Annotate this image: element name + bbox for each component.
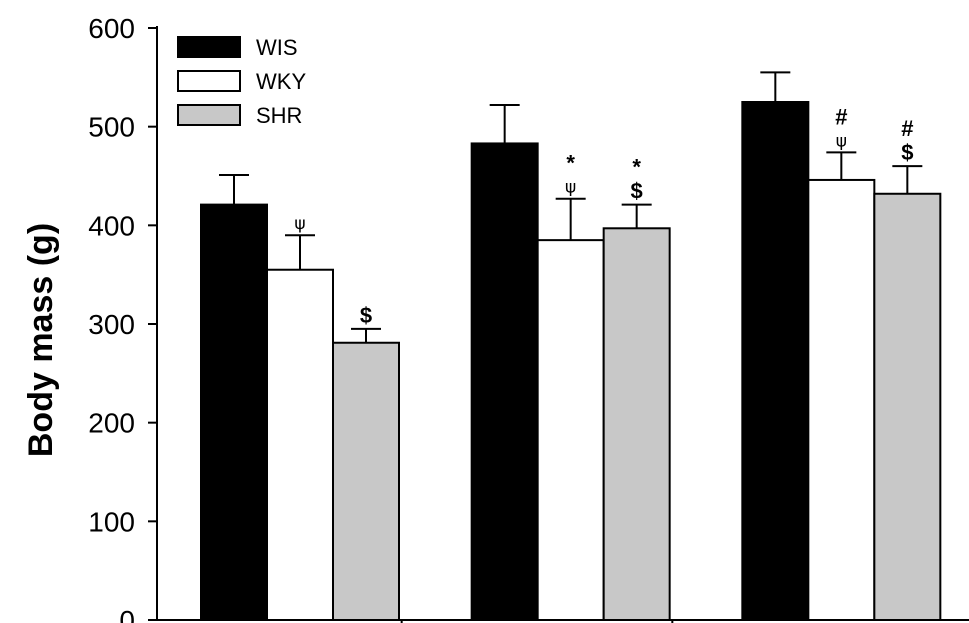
significance-marker: $ [360,303,372,328]
bar-shr [602,227,671,621]
y-tick-label: 500 [88,112,135,143]
significance-marker: ψ [565,178,576,198]
legend: WIS WKY SHR [177,35,306,128]
significance-marker: # [835,104,847,129]
bar-wis [470,142,539,621]
y-axis-label: Body mass (g) [22,223,60,457]
bar-wky [266,268,334,621]
significance-marker: ψ [294,214,305,234]
bar-wis [200,203,268,621]
significance-marker: # [901,116,913,141]
legend-swatch-wky [177,70,241,92]
significance-marker: * [566,151,575,176]
bar-shr [332,341,400,621]
bar-wis [741,101,810,621]
y-tick-label: 400 [88,210,135,241]
y-tick-label: 0 [119,605,135,623]
legend-swatch-shr [177,104,241,126]
significance-marker: $ [631,179,643,204]
y-tick-label: 200 [88,408,135,439]
y-tick-label: 300 [88,309,135,340]
significance-marker: ψ [836,131,847,151]
legend-label-wky: WKY [256,69,306,94]
significance-marker: * [632,155,641,180]
legend-label-wis: WIS [256,35,298,60]
bar-shr [873,192,942,621]
legend-label-shr: SHR [256,103,302,128]
y-tick-label: 100 [88,506,135,537]
significance-marker: $ [901,140,913,165]
bar-wky [536,239,605,621]
bars: ψ$ψ*$*ψ#$# [200,71,942,622]
bar-wky [807,178,876,622]
y-tick-label: 600 [88,13,135,44]
legend-swatch-wis [177,36,241,58]
